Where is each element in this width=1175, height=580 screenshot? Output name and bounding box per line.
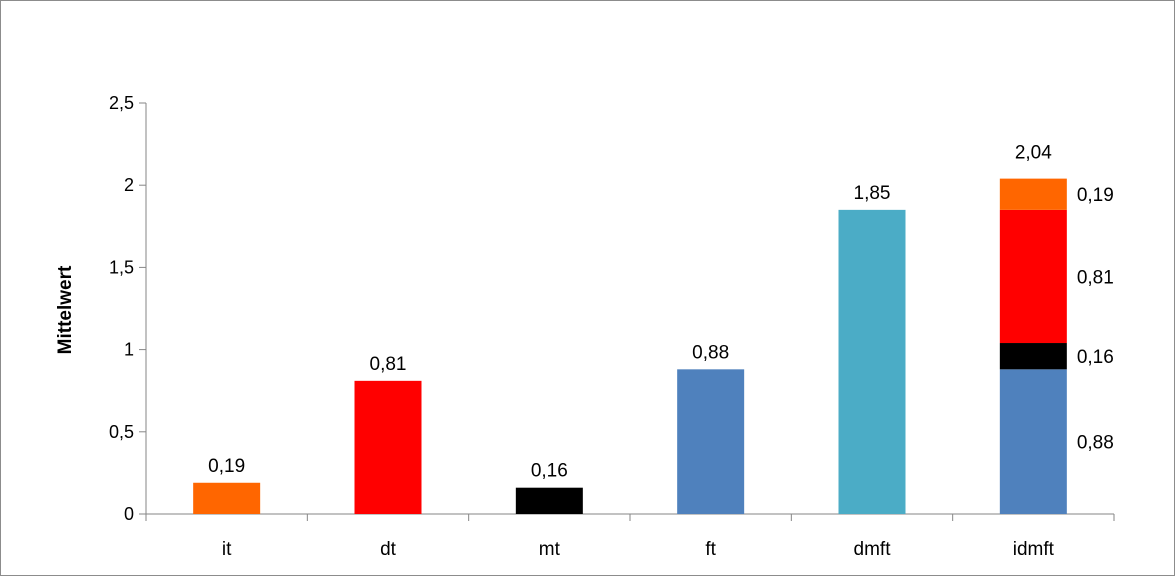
x-axis: it dt mt ft dmft idmft: [145, 513, 1115, 560]
segment-label: 0,81: [1077, 267, 1114, 288]
y-tick-label: 1,5: [109, 257, 134, 277]
x-tick-label: dt: [380, 539, 397, 560]
bar-mt: [515, 487, 583, 514]
y-tick-label: 0,5: [109, 422, 134, 442]
x-tick-label: idmft: [1013, 539, 1055, 560]
stacked-segment-2: [999, 343, 1067, 370]
stacked-segment-1: [999, 369, 1067, 514]
x-tick-label: ft: [705, 539, 716, 560]
data-labels: 0,19 0,81 0,16 0,88 1,85 0,88 0,16 0,81 0,19 2,04: [208, 143, 1114, 482]
bar-dmft: [838, 209, 906, 515]
x-tick-label: mt: [539, 539, 561, 560]
x-tick-label: dmft: [854, 539, 892, 560]
data-label-mt: 0,16: [531, 461, 568, 482]
y-tick-label: 1: [124, 340, 134, 360]
y-axis: 0 0,5 1 1,5 2 2,5: [109, 93, 147, 524]
segment-label: 0,16: [1077, 347, 1114, 368]
bar-dt: [354, 380, 422, 514]
data-label-it: 0,19: [208, 456, 245, 477]
y-tick-label: 0: [124, 504, 134, 524]
bar-ft: [677, 369, 745, 514]
segment-label: 0,19: [1077, 185, 1114, 206]
stacked-segment-4: [999, 178, 1067, 210]
data-label-dmft: 1,85: [854, 183, 891, 204]
stacked-segment-3: [999, 209, 1067, 344]
y-tick-label: 2: [124, 175, 134, 195]
segment-label: 0,88: [1077, 433, 1114, 454]
data-label-ft: 0,88: [692, 342, 729, 363]
bars: [193, 178, 1067, 515]
y-tick-label: 2,5: [109, 93, 134, 113]
data-label-dt: 0,81: [370, 354, 407, 375]
y-axis-title: Mittelwert: [55, 265, 76, 354]
x-tick-label: it: [222, 539, 232, 560]
stacked-total-label: 2,04: [1015, 143, 1052, 164]
bar-it: [193, 482, 261, 514]
